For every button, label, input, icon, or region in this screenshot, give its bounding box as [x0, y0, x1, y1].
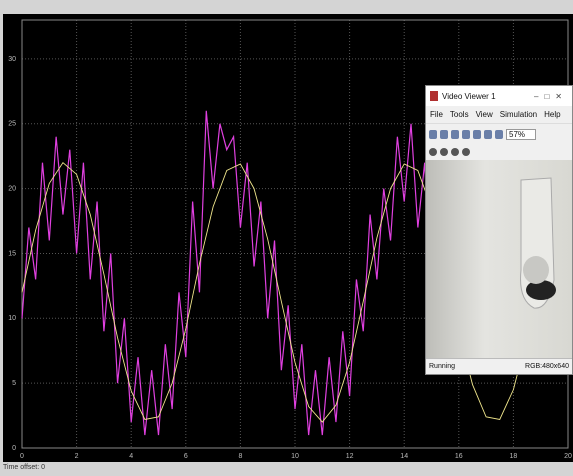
- tool-button[interactable]: [451, 130, 459, 139]
- x-tick-label: 12: [346, 453, 354, 460]
- viewer-status: Running: [429, 363, 455, 370]
- tool-button[interactable]: [495, 130, 503, 139]
- x-tick-label: 8: [238, 453, 242, 460]
- toolbar: 57%: [426, 123, 572, 144]
- title-bar: Video Viewer 1 –□✕: [426, 86, 572, 106]
- tool-button[interactable]: [462, 148, 470, 156]
- tool-button[interactable]: [473, 130, 481, 139]
- tube-highlight: [523, 256, 549, 284]
- x-tick-label: 18: [510, 453, 518, 460]
- status-text: Time offset: 0: [3, 464, 45, 471]
- x-tick-label: 4: [129, 453, 133, 460]
- y-tick-label: 5: [12, 380, 16, 387]
- app-icon: [430, 91, 438, 101]
- viewer-status-bar: Running RGB:480x640: [426, 358, 572, 374]
- y-tick-label: 25: [8, 121, 16, 128]
- x-tick-label: 0: [20, 453, 24, 460]
- x-tick-label: 2: [75, 453, 79, 460]
- stop-button[interactable]: [451, 148, 459, 156]
- x-tick-label: 16: [455, 453, 463, 460]
- x-tick-label: 14: [400, 453, 408, 460]
- video-image: [426, 160, 572, 358]
- page: 0 5 10 15 20 25 30 0 2 4 6 8 10 12 14 16 18 20 Time offse…: [0, 0, 573, 476]
- y-tick-label: 20: [8, 185, 16, 192]
- tool-button[interactable]: [462, 130, 470, 139]
- tool-button[interactable]: [440, 130, 448, 139]
- tool-button[interactable]: [429, 130, 437, 139]
- menu-bar: File Tools View Simulation Help: [426, 106, 572, 123]
- step-button[interactable]: [440, 148, 448, 156]
- y-tick-label: 10: [8, 315, 16, 322]
- video-frame: [426, 160, 572, 358]
- menu-item[interactable]: View: [476, 110, 493, 119]
- window-title: Video Viewer 1: [442, 92, 496, 101]
- menu-item[interactable]: Help: [544, 110, 560, 119]
- window-controls[interactable]: –□✕: [534, 92, 568, 101]
- zoom-select[interactable]: 57%: [506, 129, 536, 140]
- play-button[interactable]: [429, 148, 437, 156]
- viewer-info: RGB:480x640: [525, 363, 569, 370]
- video-viewer-window: Video Viewer 1 –□✕ File Tools View Simul…: [425, 85, 573, 375]
- playback-toolbar: [426, 144, 572, 160]
- menu-item[interactable]: Tools: [450, 110, 469, 119]
- y-tick-label: 15: [8, 250, 16, 257]
- menu-item[interactable]: File: [430, 110, 443, 119]
- menu-item[interactable]: Simulation: [500, 110, 537, 119]
- x-tick-label: 6: [184, 453, 188, 460]
- x-tick-label: 20: [564, 453, 572, 460]
- y-tick-label: 0: [12, 445, 16, 452]
- tool-button[interactable]: [484, 130, 492, 139]
- y-tick-label: 30: [8, 56, 16, 63]
- x-tick-label: 10: [291, 453, 299, 460]
- tube-content: [526, 280, 556, 300]
